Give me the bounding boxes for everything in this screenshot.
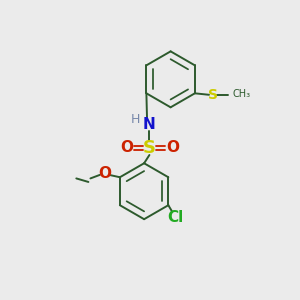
Text: CH₃: CH₃: [232, 89, 250, 99]
Text: N: N: [143, 118, 156, 133]
Text: O: O: [166, 140, 179, 155]
Text: O: O: [98, 166, 111, 181]
Text: H: H: [130, 113, 140, 126]
Text: S: S: [143, 139, 156, 157]
Text: S: S: [208, 88, 218, 102]
Text: O: O: [120, 140, 133, 155]
Text: Cl: Cl: [168, 210, 184, 225]
